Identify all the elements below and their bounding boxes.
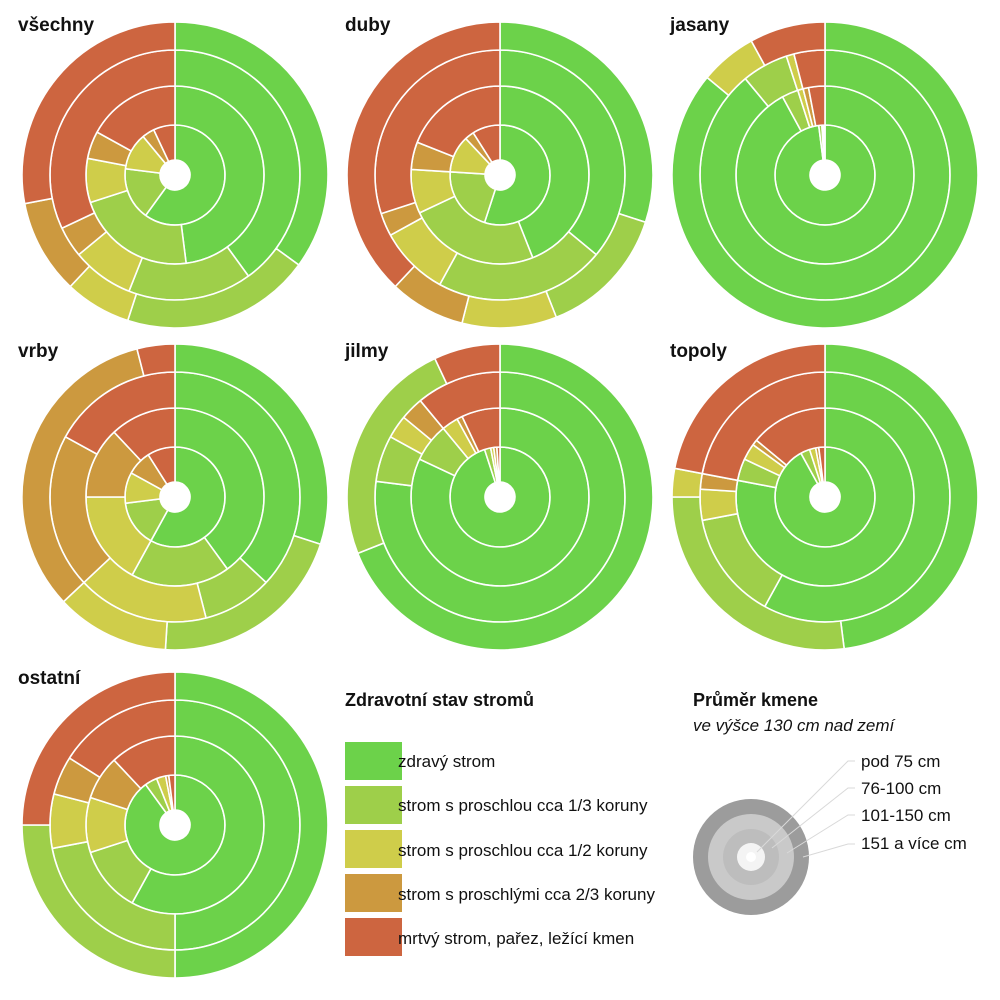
legend-swatch-third	[345, 786, 402, 824]
size-leader-101-150	[786, 814, 855, 854]
segment-dead-ring-4	[346, 21, 501, 288]
legend-label-half: strom s proschlou cca 1/2 koruny	[398, 841, 648, 860]
size-label-151-plus: 151 a více cm	[861, 834, 967, 853]
size-leader-under-75	[756, 760, 855, 853]
size-legend: Průměr kmene ve výšce 130 cm nad zemí po…	[693, 690, 967, 915]
panel-title-vrby: vrby	[18, 341, 59, 362]
legend-label-two-thirds: strom s proschlými cca 2/3 koruny	[398, 885, 655, 904]
legend-title: Zdravotní stav stromů	[345, 690, 534, 710]
donut-center-hole	[810, 482, 840, 512]
segment-dead-ring-4	[21, 21, 176, 205]
panel-title-jasany: jasany	[669, 15, 730, 36]
donut-center-hole	[160, 160, 190, 190]
donut-center-hole	[160, 482, 190, 512]
legend-swatch-healthy	[345, 742, 402, 780]
segment-dead-ring-4	[21, 671, 176, 826]
size-label-under-75: pod 75 cm	[861, 752, 940, 771]
segment-healthy-ring-4	[671, 21, 979, 329]
donut-topoly	[671, 343, 979, 651]
donut-duby	[346, 21, 654, 329]
segment-dead-ring-4	[433, 343, 501, 385]
panel-title-vsechny: všechny	[18, 15, 94, 36]
size-legend-title: Průměr kmene	[693, 690, 818, 710]
size-label-76-100: 76-100 cm	[861, 779, 941, 798]
donut-center-hole	[485, 160, 515, 190]
donut-ostatni	[21, 671, 329, 979]
donut-center-hole	[485, 482, 515, 512]
segment-dead-ring-4	[750, 21, 826, 67]
segment-dead-ring-1	[822, 124, 826, 161]
donut-jasany	[671, 21, 979, 329]
panel-title-topoly: topoly	[670, 341, 727, 362]
donut-vsechny	[21, 21, 329, 329]
size-legend-subtitle: ve výšce 130 cm nad zemí	[693, 716, 897, 735]
size-leader-151-plus	[802, 843, 855, 858]
segment-dead-ring-4	[135, 343, 176, 377]
segment-dead-ring-4	[673, 343, 826, 475]
health-legend: Zdravotní stav stromů zdravý strom strom…	[345, 690, 655, 956]
panel-title-jilmy: jilmy	[344, 341, 389, 362]
legend-swatch-two-thirds	[345, 874, 402, 912]
legend-label-third: strom s proschlou cca 1/3 koruny	[398, 796, 648, 815]
size-label-101-150: 101-150 cm	[861, 806, 951, 825]
legend-swatch-half	[345, 830, 402, 868]
legend-label-dead: mrtvý strom, pařez, ležící kmen	[398, 929, 634, 948]
size-center-hole	[746, 852, 756, 862]
panel-title-duby: duby	[345, 15, 391, 36]
size-leader-76-100	[771, 787, 855, 849]
legend-label-healthy: zdravý strom	[398, 752, 495, 771]
legend-swatch-dead	[345, 918, 402, 956]
donut-vrby	[21, 343, 329, 651]
donut-jilmy	[346, 343, 654, 651]
donut-center-hole	[160, 810, 190, 840]
segment-healthy-ring-4	[356, 343, 654, 651]
donut-center-hole	[810, 160, 840, 190]
panel-title-ostatni: ostatní	[18, 668, 81, 689]
